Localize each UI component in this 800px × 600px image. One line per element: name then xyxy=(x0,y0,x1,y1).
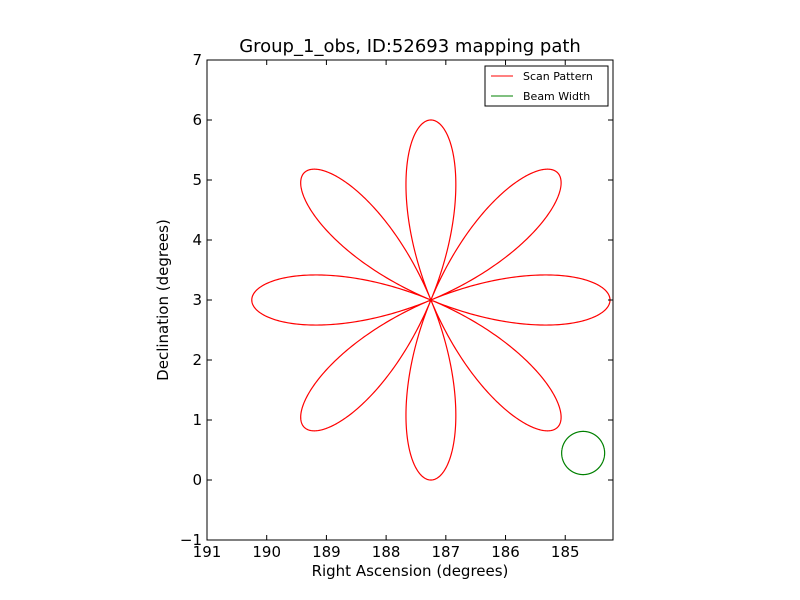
x-tick-label: 191 xyxy=(193,543,222,561)
y-tick-label: 6 xyxy=(192,111,202,129)
y-tick-label: −1 xyxy=(180,531,202,549)
y-tick-label: 3 xyxy=(192,291,202,309)
legend-label-scan-pattern: Scan Pattern xyxy=(523,70,593,83)
legend-label-beam-width: Beam Width xyxy=(523,90,590,103)
series-line-beam-width xyxy=(561,430,606,476)
legend-box xyxy=(484,65,609,107)
x-tick-label: 186 xyxy=(491,543,520,561)
y-tick-label: 2 xyxy=(192,351,202,369)
y-tick-label: 7 xyxy=(192,51,202,69)
x-tick-label: 189 xyxy=(312,543,341,561)
series-line-scan-pattern xyxy=(251,119,611,481)
y-tick-label: 0 xyxy=(192,471,202,489)
x-tick-label: 190 xyxy=(252,543,281,561)
x-tick-label: 185 xyxy=(551,543,580,561)
y-tick-label: 1 xyxy=(192,411,202,429)
series-layer xyxy=(251,119,611,481)
y-axis: −1 0 1 2 3 4 5 6 7 xyxy=(180,51,613,549)
x-tick-label: 187 xyxy=(432,543,461,561)
legend: Scan Pattern Beam Width xyxy=(484,65,609,107)
x-axis: 191 190 189 188 187 186 185 xyxy=(193,60,580,561)
y-tick-label: 5 xyxy=(192,171,202,189)
chart-title: Group_1_obs, ID:52693 mapping path xyxy=(239,36,581,57)
plot-frame xyxy=(206,59,614,541)
x-tick-label: 188 xyxy=(372,543,401,561)
y-axis-label: Declination (degrees) xyxy=(154,219,172,381)
y-tick-label: 4 xyxy=(192,231,202,249)
x-axis-label: Right Ascension (degrees) xyxy=(312,562,509,580)
